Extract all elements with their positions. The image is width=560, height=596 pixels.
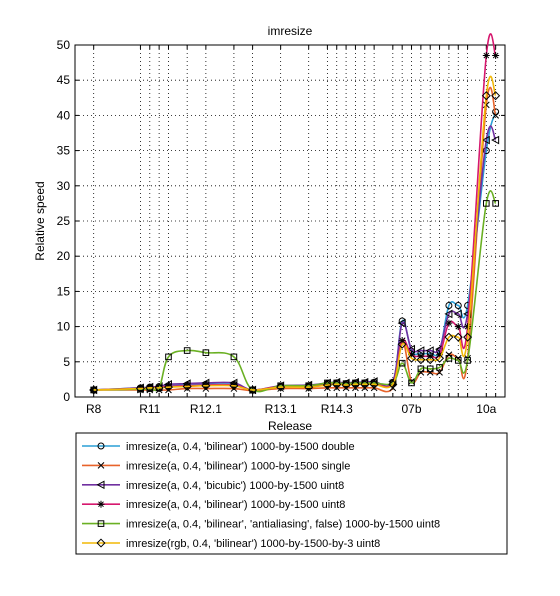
x-tick-label: R12.1 xyxy=(190,402,222,416)
y-tick-label: 5 xyxy=(63,355,70,369)
legend-entry: imresize(a, 0.4, 'bilinear', 'antialiasi… xyxy=(82,519,440,531)
series-line xyxy=(94,126,496,390)
y-tick-label: 10 xyxy=(57,320,71,334)
x-axis-label: Release xyxy=(268,419,312,433)
x-tick-label: 07b xyxy=(402,402,422,416)
legend: imresize(a, 0.4, 'bilinear') 1000-by-150… xyxy=(76,433,507,554)
series-2 xyxy=(91,87,499,393)
y-tick-label: 30 xyxy=(57,179,71,193)
series-5 xyxy=(91,191,499,393)
series-line xyxy=(94,112,496,390)
data-point xyxy=(464,323,471,330)
data-point xyxy=(492,52,499,59)
series-lines xyxy=(90,34,500,394)
series-4 xyxy=(90,34,499,394)
data-point xyxy=(483,52,490,59)
legend-label: imresize(a, 0.4, 'bilinear') 1000-by-150… xyxy=(126,499,345,511)
legend-marker xyxy=(98,501,105,508)
legend-label: imresize(rgb, 0.4, 'bilinear') 1000-by-1… xyxy=(126,538,380,550)
legend-label: imresize(a, 0.4, 'bilinear') 1000-by-150… xyxy=(126,460,350,472)
series-6 xyxy=(90,76,500,393)
y-tick-label: 35 xyxy=(57,144,71,158)
x-tick-label: 10a xyxy=(476,402,496,416)
legend-label: imresize(a, 0.4, 'bilinear') 1000-by-150… xyxy=(126,441,355,453)
y-tick-label: 40 xyxy=(57,108,71,122)
y-tick-label: 0 xyxy=(63,390,70,404)
chart-title: imresize xyxy=(268,24,313,38)
data-point xyxy=(455,323,462,330)
series-line xyxy=(94,76,496,390)
y-axis-label: Relative speed xyxy=(33,181,47,260)
series-line xyxy=(94,34,496,390)
y-tick-label: 45 xyxy=(57,73,71,87)
y-tick-label: 15 xyxy=(57,284,71,298)
x-tick-label: R8 xyxy=(86,402,102,416)
x-tick-label: R11 xyxy=(139,402,160,416)
legend-label: imresize(a, 0.4, 'bilinear', 'antialiasi… xyxy=(126,519,440,531)
x-tick-label: R13.1 xyxy=(265,402,297,416)
legend-label: imresize(a, 0.4, 'bicubic') 1000-by-1500… xyxy=(126,480,344,492)
legend-entry: imresize(rgb, 0.4, 'bilinear') 1000-by-1… xyxy=(82,538,380,550)
y-tick-label: 25 xyxy=(57,214,71,228)
series-line xyxy=(94,87,496,391)
y-tick-label: 50 xyxy=(57,38,71,52)
x-tick-label: R14.3 xyxy=(321,402,353,416)
data-point xyxy=(445,320,452,327)
y-tick-label: 20 xyxy=(57,249,71,263)
